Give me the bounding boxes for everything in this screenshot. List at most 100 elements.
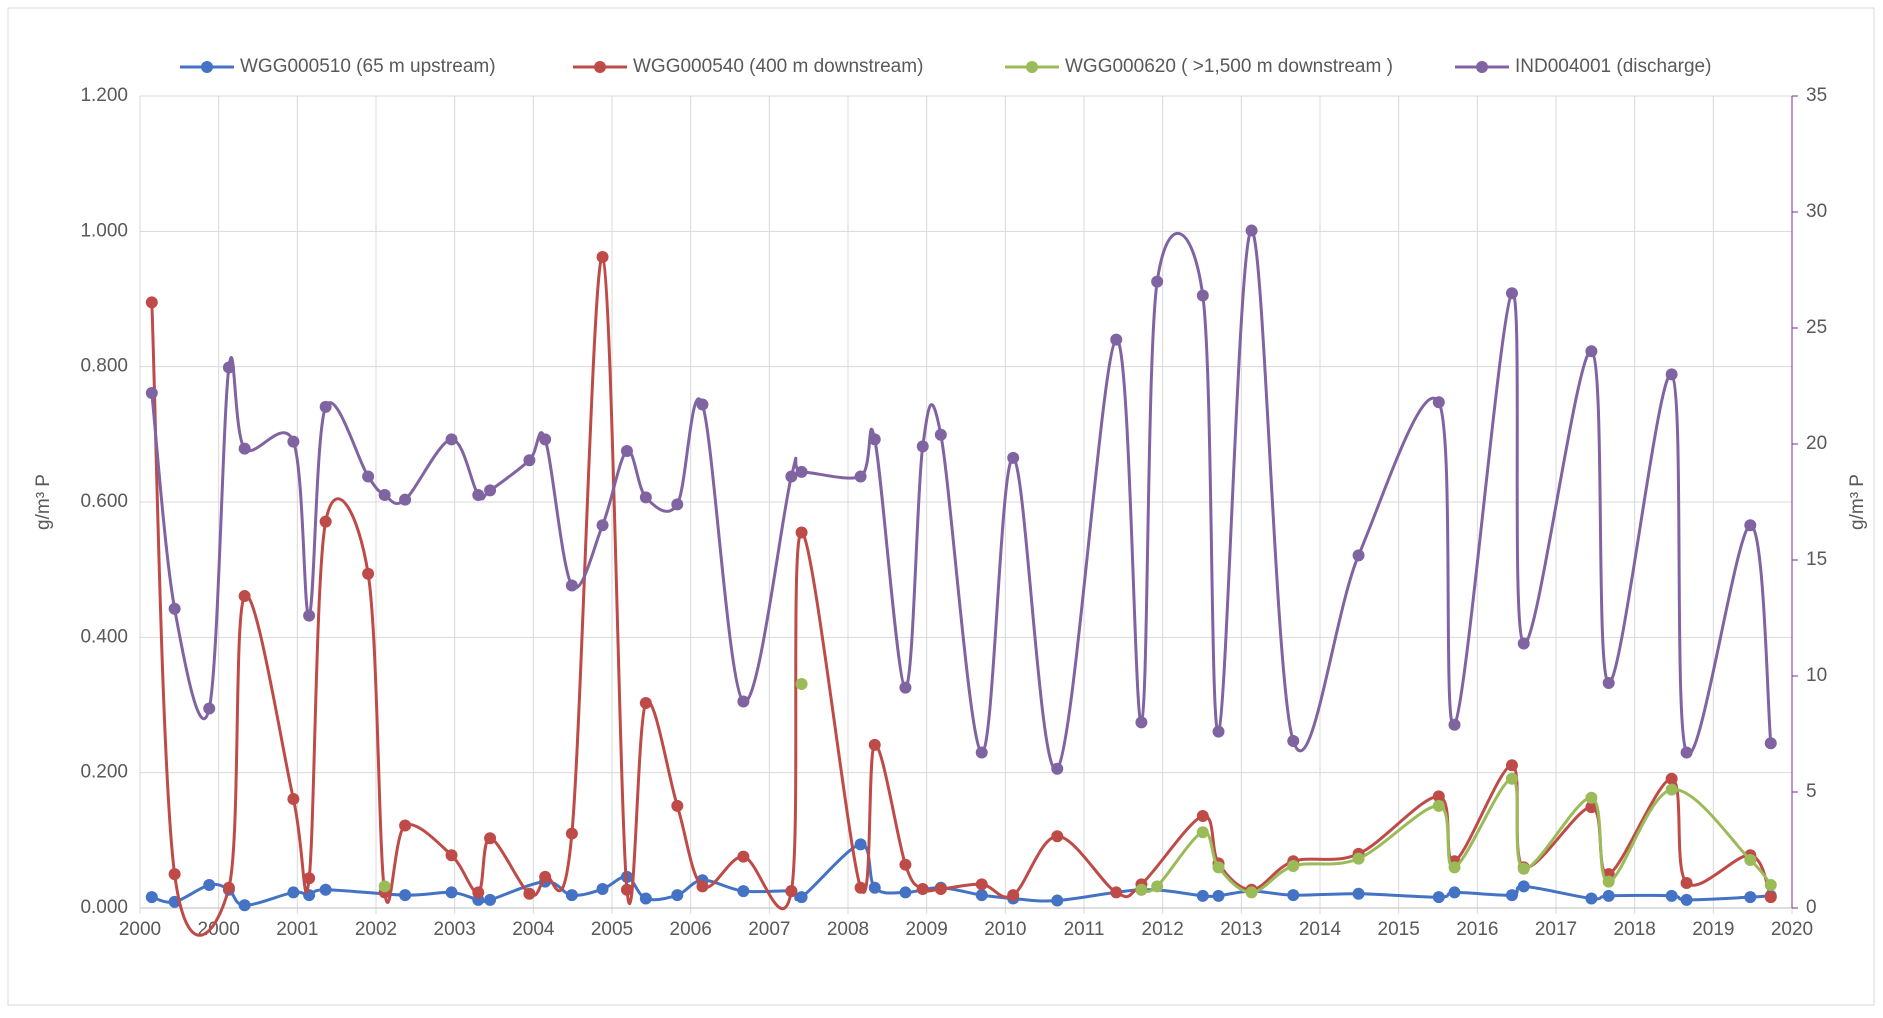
data-point bbox=[445, 886, 458, 899]
data-point bbox=[899, 681, 912, 694]
data-point bbox=[1245, 224, 1258, 237]
data-point bbox=[1744, 891, 1757, 904]
data-point bbox=[484, 832, 497, 845]
x-tick-label: 2009 bbox=[906, 919, 948, 940]
data-point bbox=[565, 889, 578, 902]
data-point bbox=[1196, 826, 1209, 839]
data-point bbox=[696, 398, 709, 411]
data-point bbox=[523, 887, 536, 900]
data-point bbox=[145, 296, 158, 309]
data-point bbox=[1602, 875, 1615, 888]
data-point bbox=[1505, 287, 1518, 300]
data-point bbox=[445, 849, 458, 862]
data-point bbox=[399, 819, 412, 832]
data-point bbox=[1448, 861, 1461, 874]
data-point bbox=[484, 893, 497, 906]
data-point bbox=[934, 883, 947, 896]
data-point bbox=[303, 609, 316, 622]
legend-label: IND004001 (discharge) bbox=[1515, 56, 1711, 77]
data-point bbox=[1744, 853, 1757, 866]
data-point bbox=[1505, 889, 1518, 902]
legend-marker bbox=[1476, 61, 1488, 73]
x-tick-label: 2008 bbox=[827, 919, 869, 940]
data-point bbox=[168, 602, 181, 615]
data-point bbox=[1764, 878, 1777, 891]
data-point bbox=[868, 881, 881, 894]
x-tick-label: 2000 bbox=[198, 919, 240, 940]
data-point bbox=[785, 885, 798, 898]
data-point bbox=[1151, 275, 1164, 288]
data-point bbox=[1051, 762, 1064, 775]
data-point bbox=[795, 526, 808, 539]
y2-tick-label: 5 bbox=[1806, 781, 1817, 802]
data-point bbox=[145, 891, 158, 904]
x-tick-label: 2017 bbox=[1535, 919, 1577, 940]
data-point bbox=[539, 870, 552, 883]
data-point bbox=[785, 470, 798, 483]
x-tick-label: 2018 bbox=[1614, 919, 1656, 940]
legend-label: WGG000510 (65 m upstream) bbox=[240, 56, 496, 77]
y2-tick-label: 20 bbox=[1806, 433, 1827, 454]
data-point bbox=[1448, 886, 1461, 899]
data-point bbox=[620, 883, 633, 896]
y-tick-label: 1.200 bbox=[80, 85, 128, 106]
x-tick-label: 2005 bbox=[591, 919, 633, 940]
data-point bbox=[565, 579, 578, 592]
x-tick-label: 2001 bbox=[276, 919, 318, 940]
y-tick-label: 0.600 bbox=[80, 491, 128, 512]
x-tick-label: 2010 bbox=[984, 919, 1026, 940]
data-point bbox=[1196, 809, 1209, 822]
x-tick-label: 2016 bbox=[1456, 919, 1498, 940]
data-point bbox=[1585, 791, 1598, 804]
data-point bbox=[1196, 289, 1209, 302]
data-point bbox=[916, 440, 929, 453]
data-point bbox=[145, 386, 158, 399]
data-point bbox=[854, 470, 867, 483]
data-point bbox=[472, 886, 485, 899]
data-point bbox=[1744, 519, 1757, 532]
data-point bbox=[1135, 716, 1148, 729]
data-point bbox=[1665, 772, 1678, 785]
data-point bbox=[1665, 783, 1678, 796]
data-point bbox=[916, 883, 929, 896]
x-tick-label: 2006 bbox=[670, 919, 712, 940]
data-point bbox=[596, 883, 609, 896]
data-point bbox=[319, 883, 332, 896]
data-point bbox=[319, 400, 332, 413]
data-point bbox=[378, 489, 391, 502]
data-point bbox=[319, 515, 332, 528]
data-point bbox=[854, 881, 867, 894]
data-point bbox=[1110, 886, 1123, 899]
data-point bbox=[1151, 880, 1164, 893]
x-tick-label: 2007 bbox=[748, 919, 790, 940]
data-point bbox=[472, 489, 485, 502]
data-point bbox=[975, 889, 988, 902]
data-point bbox=[238, 590, 251, 603]
legend-label: WGG000620 ( >1,500 m downstream ) bbox=[1065, 56, 1393, 77]
data-point bbox=[523, 454, 536, 467]
data-point bbox=[1212, 861, 1225, 874]
data-point bbox=[203, 702, 216, 715]
data-point bbox=[795, 891, 808, 904]
data-point bbox=[1517, 862, 1530, 875]
data-point bbox=[1352, 852, 1365, 865]
data-point bbox=[1287, 734, 1300, 747]
data-point bbox=[1432, 891, 1445, 904]
y2-tick-label: 35 bbox=[1806, 85, 1827, 106]
data-point bbox=[1432, 799, 1445, 812]
legend-marker bbox=[1026, 61, 1038, 73]
data-point bbox=[737, 885, 750, 898]
data-point bbox=[287, 435, 300, 448]
data-point bbox=[975, 878, 988, 891]
data-point bbox=[1680, 746, 1693, 759]
data-point bbox=[222, 881, 235, 894]
data-point bbox=[795, 465, 808, 478]
data-point bbox=[203, 878, 216, 891]
x-tick-label: 2013 bbox=[1220, 919, 1262, 940]
y2-axis-title: g/m³ P bbox=[1847, 474, 1868, 530]
data-point bbox=[378, 880, 391, 893]
data-point bbox=[1505, 772, 1518, 785]
y2-tick-label: 10 bbox=[1806, 665, 1827, 686]
data-point bbox=[639, 892, 652, 905]
x-tick-label: 2020 bbox=[1771, 919, 1813, 940]
